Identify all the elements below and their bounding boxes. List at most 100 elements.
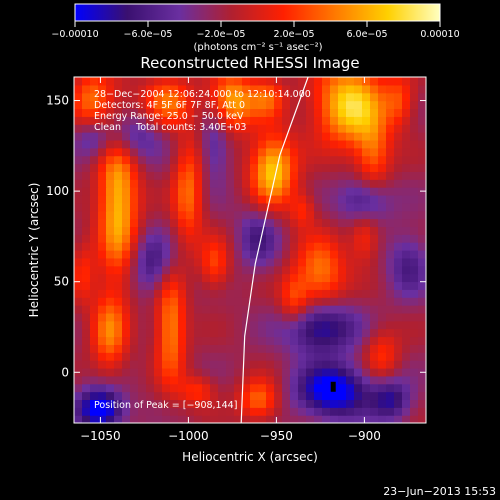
heatmap-cell (226, 273, 235, 283)
heatmap-cell (258, 84, 267, 94)
heatmap-cell (410, 297, 419, 306)
heatmap-cell (178, 226, 187, 235)
heatmap-cell (362, 265, 371, 275)
heatmap-cell (234, 336, 243, 345)
heatmap-cell (394, 399, 403, 408)
heatmap-cell (266, 226, 275, 235)
heatmap-cell (242, 163, 251, 172)
heatmap-cell (218, 375, 227, 385)
heatmap-cell (186, 116, 195, 125)
heatmap-cell (378, 194, 387, 204)
heatmap-cell (186, 281, 195, 290)
heatmap-cell (90, 360, 99, 369)
heatmap-cell (378, 250, 387, 259)
heatmap-cell (114, 124, 123, 133)
heatmap-cell (82, 226, 91, 235)
heatmap-cell (186, 179, 195, 188)
heatmap-cell (98, 383, 107, 393)
heatmap-cell (370, 147, 379, 157)
heatmap-cell (330, 92, 339, 102)
heatmap-cell (218, 312, 227, 322)
heatmap-cell (306, 202, 315, 212)
heatmap-cell (378, 226, 387, 235)
heatmap-cell (90, 226, 99, 235)
heatmap-cell (226, 108, 235, 117)
heatmap-cell (338, 234, 347, 243)
heatmap-cell (314, 305, 323, 314)
heatmap-cell (306, 320, 315, 330)
heatmap-cell (162, 312, 171, 322)
heatmap-cell (346, 415, 355, 423)
heatmap-cell (162, 281, 171, 290)
heatmap-cell (114, 132, 123, 141)
heatmap-cell (90, 171, 99, 180)
heatmap-cell (130, 187, 139, 196)
heatmap-cell (274, 399, 283, 408)
colorbar-tick-label: −0.00010 (51, 29, 98, 40)
heatmap-cell (346, 132, 355, 141)
heatmap-cell (338, 147, 347, 157)
heatmap-cell (146, 77, 155, 86)
heatmap-cell (186, 336, 195, 345)
heatmap-cell (314, 336, 323, 345)
heatmap-cell (266, 328, 275, 338)
heatmap-cell (266, 415, 275, 423)
heatmap-cell (322, 116, 331, 125)
heatmap-cell (250, 273, 259, 283)
heatmap-cell (402, 171, 411, 180)
heatmap-cell (338, 273, 347, 283)
heatmap-cell (322, 218, 331, 228)
heatmap-cell (210, 155, 219, 165)
heatmap-cell (250, 124, 259, 133)
heatmap-cell (298, 344, 307, 353)
heatmap-cell (154, 281, 163, 290)
heatmap-cell (210, 187, 219, 196)
heatmap-cell (178, 289, 187, 298)
heatmap-cell (226, 187, 235, 196)
heatmap-cell (90, 407, 99, 416)
heatmap-cell (298, 77, 307, 86)
heatmap-cell (346, 367, 355, 377)
heatmap-cell (378, 297, 387, 306)
heatmap-cell (394, 187, 403, 196)
heatmap-cell (234, 124, 243, 133)
heatmap-cell (106, 242, 115, 251)
heatmap-cell (402, 250, 411, 259)
heatmap-cell (346, 242, 355, 251)
heatmap-cell (362, 242, 371, 251)
heatmap-cell (130, 297, 139, 306)
heatmap-cell (162, 360, 171, 369)
heatmap-cell (354, 336, 363, 345)
heatmap-cell (154, 92, 163, 102)
heatmap-cell (162, 147, 171, 157)
heatmap-cell (242, 139, 251, 149)
heatmap-cell (202, 352, 211, 361)
heatmap-cell (330, 155, 339, 165)
heatmap-cell (170, 179, 179, 188)
heatmap-cell (130, 265, 139, 275)
heatmap-cell (82, 100, 91, 110)
heatmap-cell (170, 155, 179, 165)
heatmap-cell (162, 234, 171, 243)
heatmap-cell (90, 391, 99, 401)
heatmap-cell (410, 210, 419, 220)
heatmap-cell (418, 210, 426, 220)
heatmap-cell (394, 312, 403, 322)
heatmap-cell (362, 179, 371, 188)
heatmap-cell (274, 163, 283, 172)
heatmap-cell (106, 312, 115, 322)
heatmap-cell (202, 297, 211, 306)
heatmap-cell (306, 77, 315, 86)
heatmap-cell (362, 391, 371, 401)
heatmap-cell (154, 265, 163, 275)
heatmap-cell (114, 265, 123, 275)
heatmap-cell (378, 305, 387, 314)
heatmap-cell (178, 250, 187, 259)
heatmap-cell (90, 84, 99, 94)
heatmap-cell (354, 415, 363, 423)
heatmap-cell (306, 210, 315, 220)
heatmap-cell (114, 187, 123, 196)
heatmap-cell (154, 226, 163, 235)
heatmap-cell (186, 265, 195, 275)
heatmap-cell (130, 407, 139, 416)
